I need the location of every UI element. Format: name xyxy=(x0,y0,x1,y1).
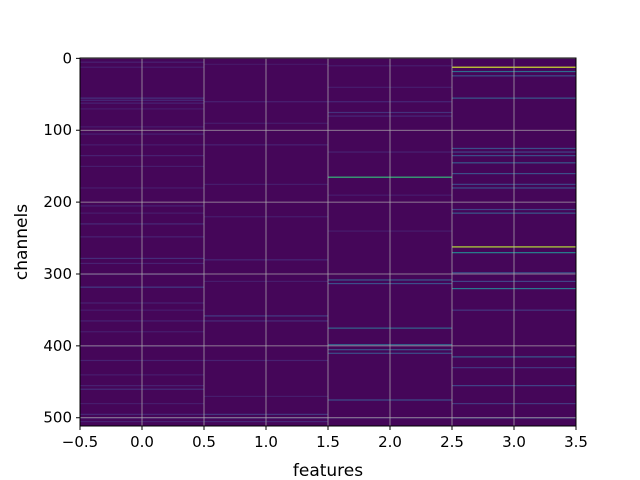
y-axis-label: channels xyxy=(12,204,32,280)
x-tick-label: 2.0 xyxy=(378,433,402,451)
x-tick-label: 3.0 xyxy=(502,433,526,451)
x-tick-label: 1.5 xyxy=(316,433,340,451)
x-tick-label: 1.0 xyxy=(254,433,278,451)
x-tick-label: 0.5 xyxy=(192,433,216,451)
x-tick-label: 0.0 xyxy=(130,433,154,451)
axes: −0.5 0.0 0.5 1.0 1.5 2.0 2.5 3.0 3.5 0 100 200 300 40… xyxy=(43,49,588,451)
x-tick-label: 3.5 xyxy=(564,433,588,451)
y-tick-label: 0 xyxy=(62,49,72,67)
y-tick-label: 100 xyxy=(43,121,72,139)
y-tick-label: 500 xyxy=(43,409,72,427)
x-axis-label: features xyxy=(293,461,363,480)
y-tick-label: 200 xyxy=(43,193,72,211)
x-tick-label: 2.5 xyxy=(440,433,464,451)
x-tick-label: −0.5 xyxy=(62,433,98,451)
y-tick-label: 300 xyxy=(43,265,72,283)
y-tick-label: 400 xyxy=(43,337,72,355)
